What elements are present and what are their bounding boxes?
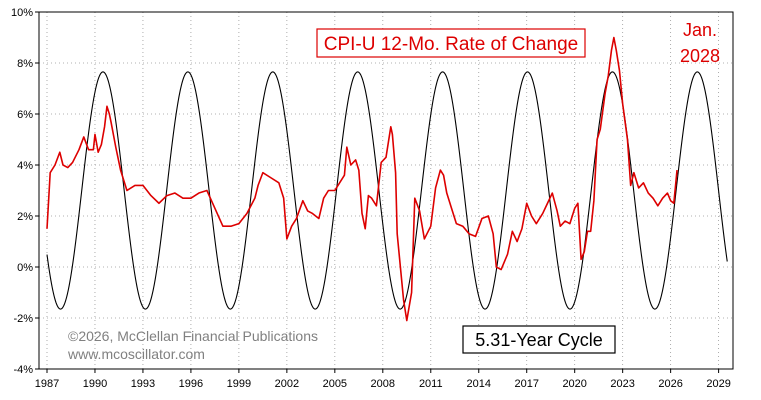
x-tick-label: 2029	[706, 378, 730, 390]
copyright-text: ©2026, McClellan Financial Publications	[68, 328, 318, 344]
y-tick-label: 8%	[17, 58, 33, 70]
x-tick-label: 2005	[323, 378, 347, 390]
x-tick-label: 2002	[275, 378, 299, 390]
series-layer	[46, 36, 728, 322]
x-tick-label: 2014	[467, 378, 491, 390]
website-text: www.mcoscillator.com	[67, 346, 205, 362]
annotation-jan: Jan.	[683, 20, 717, 40]
plot-area-border	[38, 11, 734, 370]
x-tick-label: 2020	[562, 378, 586, 390]
title-annotation: CPI-U 12-Mo. Rate of Change	[316, 28, 586, 58]
cpi-series-line	[46, 36, 678, 322]
x-tick-label: 1996	[179, 378, 203, 390]
y-tick-label: 10%	[11, 7, 33, 19]
y-tick-label: 2%	[17, 211, 33, 223]
y-tick-label: 4%	[17, 160, 33, 172]
y-tick-label: 6%	[17, 109, 33, 121]
x-tick-label: 1999	[227, 378, 251, 390]
x-tick-label: 2017	[514, 378, 538, 390]
x-tick-label: 2011	[419, 378, 443, 390]
cycle-label-box: 5.31-Year Cycle	[462, 325, 616, 354]
x-tick-label: 1987	[35, 378, 59, 390]
x-tick-label: 1993	[131, 378, 155, 390]
axis-layer: 10% 8% 6% 4% 2% 0% -2% -4%1987 1990 1993 1996 1999 2…	[11, 7, 734, 390]
x-tick-label: 1990	[83, 378, 107, 390]
chart-title: CPI-U 12-Mo. Rate of Change	[324, 34, 579, 55]
x-tick-label: 2023	[610, 378, 634, 390]
cycle-label: 5.31-Year Cycle	[475, 330, 602, 350]
x-tick-label: 2008	[371, 378, 395, 390]
cycle-series-line	[46, 71, 728, 310]
y-tick-label: -4%	[13, 364, 33, 376]
x-tick-label: 2026	[658, 378, 682, 390]
y-tick-label: 0%	[17, 262, 33, 274]
y-tick-label: -2%	[13, 313, 33, 325]
annotation-2028: 2028	[680, 46, 720, 66]
